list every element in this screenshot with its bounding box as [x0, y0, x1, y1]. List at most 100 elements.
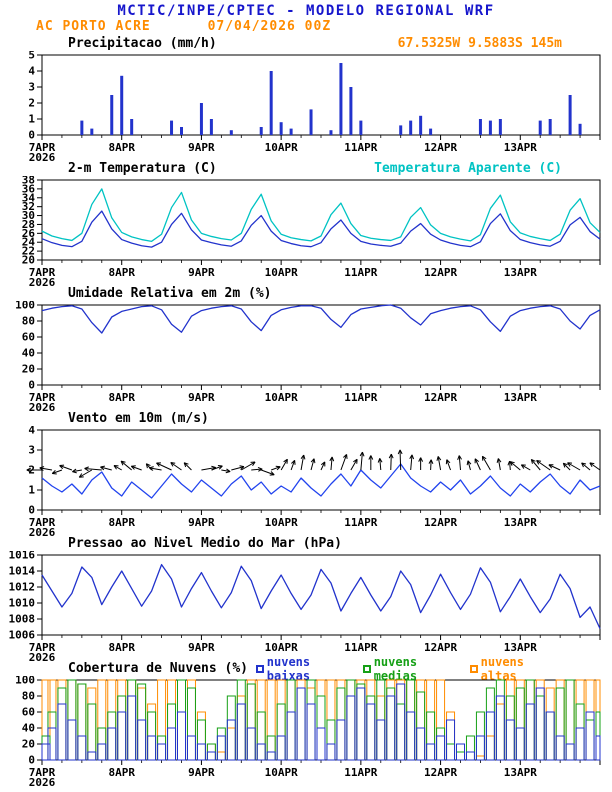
svg-text:2026: 2026 — [29, 276, 56, 286]
svg-text:8APR: 8APR — [108, 641, 135, 654]
panel-temperature-2m-right-label: Temperatura Aparente (C) — [374, 161, 562, 176]
svg-text:8APR: 8APR — [108, 766, 135, 779]
station-label: AC PORTO ACRE — [36, 19, 151, 34]
legend-swatch-icon — [469, 664, 478, 673]
svg-text:2026: 2026 — [29, 151, 56, 161]
svg-text:10APR: 10APR — [265, 141, 298, 154]
panel-precipitation: Precipitacao (mm/h) 67.5325W 9.5883S 145m… — [0, 36, 612, 161]
run-datetime: 07/04/2026 00Z — [207, 19, 332, 34]
svg-text:12APR: 12APR — [424, 141, 457, 154]
svg-text:11APR: 11APR — [344, 141, 377, 154]
svg-text:9APR: 9APR — [188, 266, 215, 279]
svg-text:1006: 1006 — [9, 629, 36, 642]
panel-precipitation-header: Precipitacao (mm/h) 67.5325W 9.5883S 145m — [0, 36, 612, 51]
legend-swatch-icon — [256, 664, 264, 673]
svg-text:8APR: 8APR — [108, 141, 135, 154]
svg-text:1016: 1016 — [9, 551, 36, 562]
svg-text:11APR: 11APR — [344, 766, 377, 779]
panel-mslp: Pressao ao Nivel Medio do Mar (hPa) 7APR 2… — [0, 536, 612, 661]
svg-text:40: 40 — [22, 347, 35, 360]
svg-text:9APR: 9APR — [188, 641, 215, 654]
svg-text:11APR: 11APR — [344, 516, 377, 529]
legend-label: nuvens baixas — [266, 654, 311, 683]
panel-wind-10m: Vento em 10m (m/s) 7APR 2026 8APR 9APR 10APR 1… — [0, 411, 612, 536]
svg-text:1: 1 — [28, 484, 35, 497]
svg-text:9APR: 9APR — [188, 516, 215, 529]
svg-text:40: 40 — [22, 722, 35, 735]
svg-text:0: 0 — [28, 754, 35, 767]
svg-text:12APR: 12APR — [424, 766, 457, 779]
svg-text:13APR: 13APR — [504, 641, 537, 654]
svg-text:5: 5 — [28, 51, 35, 62]
panels-container: Precipitacao (mm/h) 67.5325W 9.5883S 145m… — [0, 36, 612, 786]
svg-text:12APR: 12APR — [424, 516, 457, 529]
svg-text:10APR: 10APR — [265, 641, 298, 654]
panel-wind-10m-title: Vento em 10m (m/s) — [68, 411, 209, 426]
svg-text:10APR: 10APR — [265, 266, 298, 279]
svg-text:11APR: 11APR — [344, 266, 377, 279]
svg-text:12APR: 12APR — [424, 266, 457, 279]
svg-text:3: 3 — [28, 81, 35, 94]
svg-text:2026: 2026 — [29, 401, 56, 411]
svg-text:36: 36 — [22, 182, 36, 195]
legend-swatch-icon — [362, 664, 371, 673]
station-header: AC PORTO ACRE 07/04/2026 00Z — [0, 19, 612, 36]
svg-text:1012: 1012 — [9, 581, 36, 594]
svg-text:2026: 2026 — [29, 526, 56, 536]
svg-text:2026: 2026 — [29, 776, 56, 786]
panel-cloud-cover-title: Cobertura de Nuvens (%) — [68, 661, 249, 676]
svg-text:10APR: 10APR — [265, 766, 298, 779]
svg-text:1008: 1008 — [9, 613, 36, 626]
svg-text:30: 30 — [22, 209, 35, 222]
svg-text:11APR: 11APR — [344, 641, 377, 654]
svg-text:7APR: 7APR — [29, 641, 56, 654]
svg-text:60: 60 — [22, 706, 35, 719]
svg-text:0: 0 — [28, 129, 35, 142]
svg-text:1010: 1010 — [9, 597, 36, 610]
legend-item: nuvens altas — [469, 655, 562, 683]
legend-item: nuvens medias — [362, 654, 462, 683]
panel-relative-humidity-2m: Umidade Relativa em 2m (%) 7APR 2026 8APR 9A… — [0, 286, 612, 411]
svg-text:8APR: 8APR — [108, 516, 135, 529]
svg-text:100: 100 — [15, 301, 35, 312]
svg-text:0: 0 — [28, 504, 35, 517]
svg-text:7APR: 7APR — [29, 516, 56, 529]
svg-text:2: 2 — [28, 97, 35, 110]
panel-mslp-title: Pressao ao Nivel Medio do Mar (hPa) — [68, 536, 342, 551]
svg-text:80: 80 — [22, 315, 35, 328]
svg-text:13APR: 13APR — [504, 766, 537, 779]
svg-text:0: 0 — [28, 379, 35, 392]
svg-text:11APR: 11APR — [344, 391, 377, 404]
svg-text:7APR: 7APR — [29, 141, 56, 154]
svg-text:20: 20 — [22, 738, 35, 751]
panel-temperature-2m: 2-m Temperatura (C) Temperatura Aparente … — [0, 161, 612, 286]
svg-text:32: 32 — [22, 200, 35, 213]
panel-temperature-2m-title: 2-m Temperatura (C) — [68, 161, 217, 176]
svg-text:34: 34 — [22, 191, 36, 204]
svg-text:7APR: 7APR — [29, 391, 56, 404]
svg-text:13APR: 13APR — [504, 266, 537, 279]
svg-text:4: 4 — [28, 65, 35, 78]
legend-item: nuvens baixas — [256, 655, 355, 683]
panel-precipitation-title: Precipitacao (mm/h) — [68, 36, 217, 51]
svg-text:100: 100 — [15, 676, 35, 687]
svg-text:9APR: 9APR — [188, 141, 215, 154]
svg-text:12APR: 12APR — [424, 641, 457, 654]
panel-precipitation-right-label: 67.5325W 9.5883S 145m — [397, 36, 562, 51]
svg-text:8APR: 8APR — [108, 266, 135, 279]
legend-label: nuvens medias — [373, 654, 418, 683]
svg-text:2026: 2026 — [29, 651, 56, 661]
page-title: MCTIC/INPE/CPTEC - MODELO REGIONAL WRF — [117, 3, 495, 19]
svg-text:80: 80 — [22, 690, 35, 703]
svg-text:10APR: 10APR — [265, 516, 298, 529]
svg-text:20: 20 — [22, 254, 35, 267]
svg-text:13APR: 13APR — [504, 516, 537, 529]
svg-text:1014: 1014 — [9, 565, 36, 578]
panel-relative-humidity-2m-title: Umidade Relativa em 2m (%) — [68, 286, 272, 301]
